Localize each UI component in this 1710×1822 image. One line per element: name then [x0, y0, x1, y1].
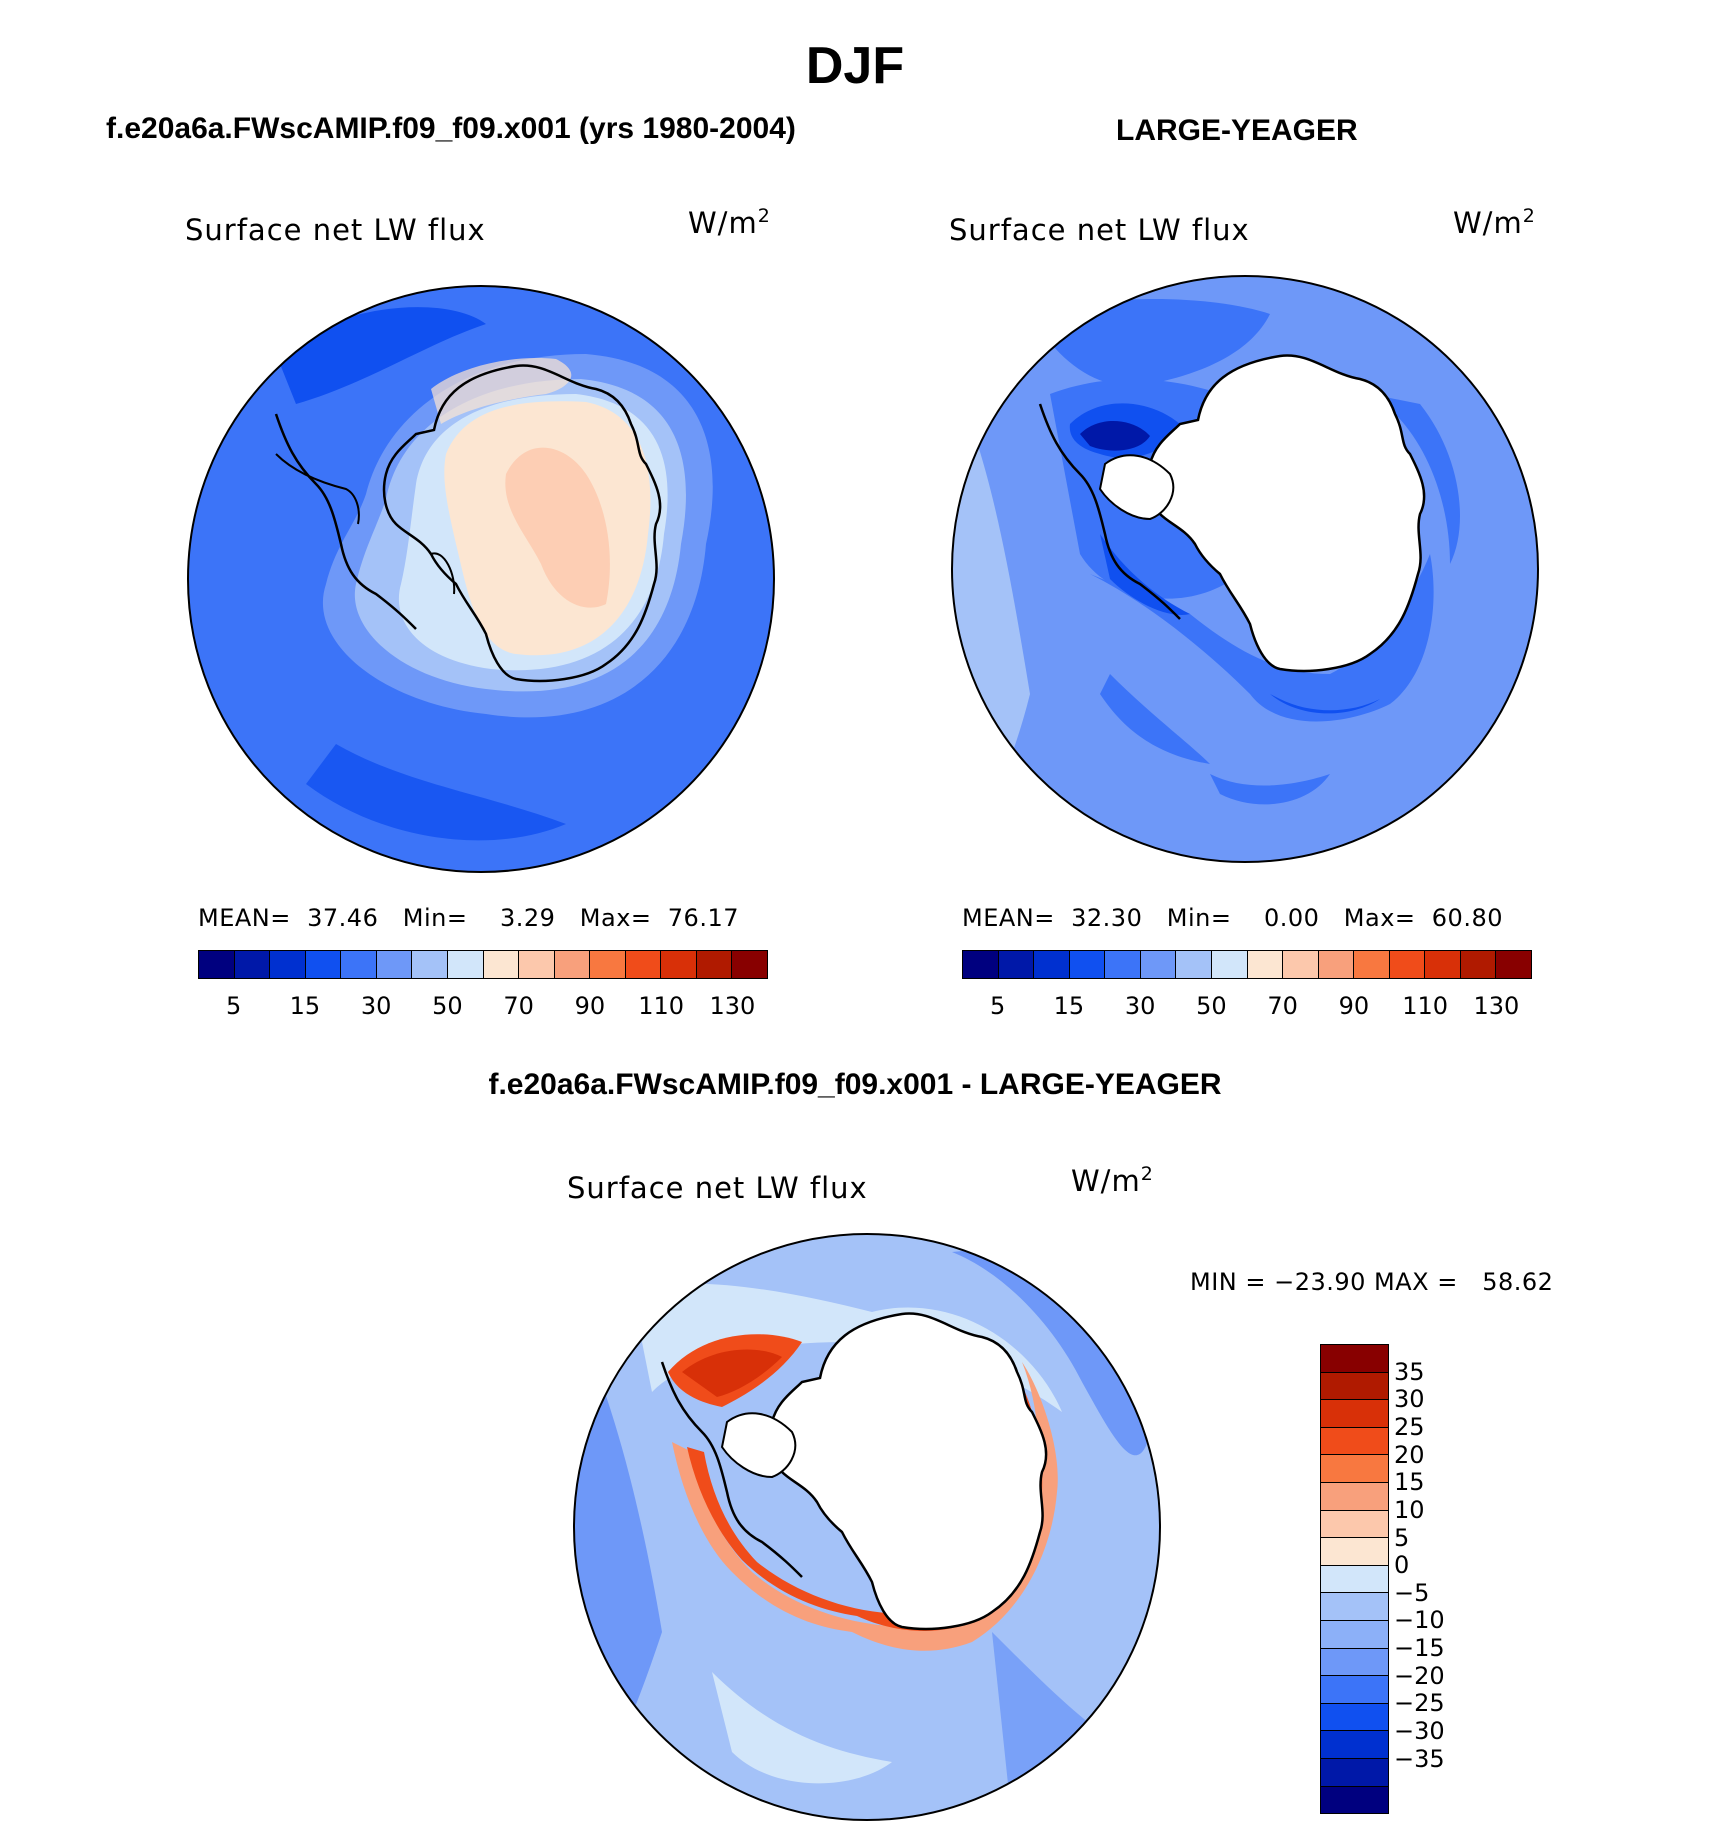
- colorbar-swatch: [376, 951, 413, 978]
- panel1-case-title: f.e20a6a.FWscAMIP.f09_f09.x001 (yrs 1980…: [106, 112, 796, 145]
- colorbar-swatch: [1389, 951, 1426, 978]
- colorbar-tick-label: 35: [1394, 1357, 1425, 1386]
- panel1-units-label: W/m2: [688, 205, 771, 240]
- panel1-variable-label: Surface net LW flux: [185, 213, 486, 247]
- panel2-variable-label: Surface net LW flux: [949, 213, 1250, 247]
- colorbar-tick-label: 70: [1267, 992, 1298, 1020]
- colorbar-tick-label: 25: [1394, 1412, 1425, 1441]
- colorbar-swatch: [1321, 1620, 1388, 1649]
- colorbar-tick-label: 5: [225, 992, 242, 1020]
- figure-title: DJF: [805, 37, 905, 95]
- diff-case-title: f.e20a6a.FWscAMIP.f09_f09.x001 - LARGE-Y…: [488, 1068, 1222, 1101]
- colorbar-swatch: [732, 951, 767, 978]
- colorbar-swatch: [519, 951, 555, 978]
- colorbar-tick-label: 0: [1394, 1551, 1410, 1580]
- panel2-case-title: LARGE-YEAGER: [1116, 114, 1358, 147]
- colorbar-swatch: [661, 951, 697, 978]
- colorbar-swatch: [1354, 951, 1390, 978]
- colorbar-swatch: [1321, 1676, 1388, 1704]
- colorbar-swatch: [1140, 951, 1177, 978]
- colorbar-swatch: [1105, 951, 1141, 978]
- colorbar-tick-label: 130: [1473, 992, 1520, 1020]
- colorbar-swatch: [1321, 1538, 1388, 1566]
- colorbar-swatch: [341, 951, 377, 978]
- colorbar-swatch: [1321, 1372, 1388, 1401]
- colorbar-swatch: [963, 951, 999, 978]
- colorbar-swatch: [554, 951, 591, 978]
- colorbar-tick-label: 50: [1196, 992, 1227, 1020]
- colorbar-swatch: [234, 951, 271, 978]
- panel2-observation-map: [951, 275, 1539, 863]
- colorbar-swatch: [1425, 951, 1461, 978]
- colorbar-tick-label: 30: [1394, 1385, 1425, 1414]
- colorbar-swatch: [998, 951, 1035, 978]
- colorbar-tick-label: 5: [989, 992, 1006, 1020]
- colorbar-swatch: [1321, 1648, 1388, 1677]
- colorbar-swatch: [270, 951, 306, 978]
- colorbar-tick-label: −10: [1394, 1606, 1445, 1635]
- panel2-stats: MEAN= 32.30 Min= 0.00 Max= 60.80: [962, 904, 1503, 932]
- colorbar-tick-label: 130: [709, 992, 756, 1020]
- colorbar-swatch: [1321, 1758, 1388, 1787]
- colorbar-swatch: [1283, 951, 1319, 978]
- colorbar-tick-label: −15: [1394, 1634, 1445, 1663]
- colorbar-swatch: [1247, 951, 1284, 978]
- colorbar-swatch: [1321, 1427, 1388, 1456]
- colorbar-tick-label: −5: [1394, 1578, 1430, 1607]
- panel2-units-label: W/m2: [1453, 205, 1536, 240]
- panel1-colorbar: [198, 950, 768, 979]
- colorbar-swatch: [447, 951, 484, 978]
- diff-variable-label: Surface net LW flux: [567, 1171, 868, 1205]
- diff-units-label: W/m2: [1071, 1163, 1154, 1198]
- colorbar-tick-label: −35: [1394, 1744, 1445, 1773]
- panel1-model-map: [187, 285, 775, 873]
- colorbar-tick-label: −20: [1394, 1661, 1445, 1690]
- colorbar-swatch: [1211, 951, 1248, 978]
- colorbar-swatch: [1069, 951, 1106, 978]
- colorbar-swatch: [590, 951, 626, 978]
- colorbar-tick-label: 50: [432, 992, 463, 1020]
- colorbar-swatch: [625, 951, 662, 978]
- colorbar-swatch: [1176, 951, 1212, 978]
- colorbar-swatch: [199, 951, 235, 978]
- colorbar-swatch: [1318, 951, 1355, 978]
- colorbar-tick-label: 70: [503, 992, 534, 1020]
- colorbar-tick-label: 15: [1053, 992, 1085, 1020]
- colorbar-swatch: [1321, 1786, 1388, 1814]
- colorbar-swatch: [1496, 951, 1531, 978]
- colorbar-tick-label: 10: [1394, 1495, 1425, 1524]
- panel2-colorbar: [962, 950, 1532, 979]
- colorbar-swatch: [1321, 1510, 1388, 1539]
- colorbar-swatch: [483, 951, 520, 978]
- colorbar-tick-label: 30: [1124, 992, 1156, 1020]
- colorbar-tick-label: 15: [1394, 1468, 1425, 1497]
- panel1-stats: MEAN= 37.46 Min= 3.29 Max= 76.17: [198, 904, 739, 932]
- colorbar-swatch: [1321, 1565, 1388, 1594]
- colorbar-swatch: [1321, 1455, 1388, 1483]
- colorbar-tick-label: 90: [1338, 992, 1370, 1020]
- colorbar-swatch: [412, 951, 448, 978]
- colorbar-swatch: [1460, 951, 1497, 978]
- colorbar-tick-label: 20: [1394, 1440, 1425, 1469]
- diff-colorbar: [1320, 1344, 1389, 1814]
- colorbar-tick-label: 110: [1402, 992, 1449, 1020]
- colorbar-swatch: [1321, 1400, 1388, 1428]
- colorbar-swatch: [1321, 1731, 1388, 1759]
- diff-map: [573, 1233, 1161, 1821]
- colorbar-swatch: [1321, 1482, 1388, 1511]
- colorbar-swatch: [305, 951, 342, 978]
- colorbar-tick-label: 5: [1394, 1523, 1410, 1552]
- colorbar-tick-label: 110: [638, 992, 685, 1020]
- colorbar-swatch: [1321, 1345, 1388, 1373]
- colorbar-swatch: [696, 951, 733, 978]
- colorbar-swatch: [1034, 951, 1070, 978]
- colorbar-tick-label: −30: [1394, 1717, 1445, 1746]
- colorbar-tick-label: −25: [1394, 1689, 1445, 1718]
- colorbar-tick-label: 90: [574, 992, 606, 1020]
- diff-minmax-label: MIN = −23.90 MAX = 58.62: [1190, 1268, 1554, 1296]
- colorbar-swatch: [1321, 1703, 1388, 1732]
- colorbar-tick-label: 30: [360, 992, 392, 1020]
- colorbar-swatch: [1321, 1593, 1388, 1621]
- colorbar-tick-label: 15: [289, 992, 321, 1020]
